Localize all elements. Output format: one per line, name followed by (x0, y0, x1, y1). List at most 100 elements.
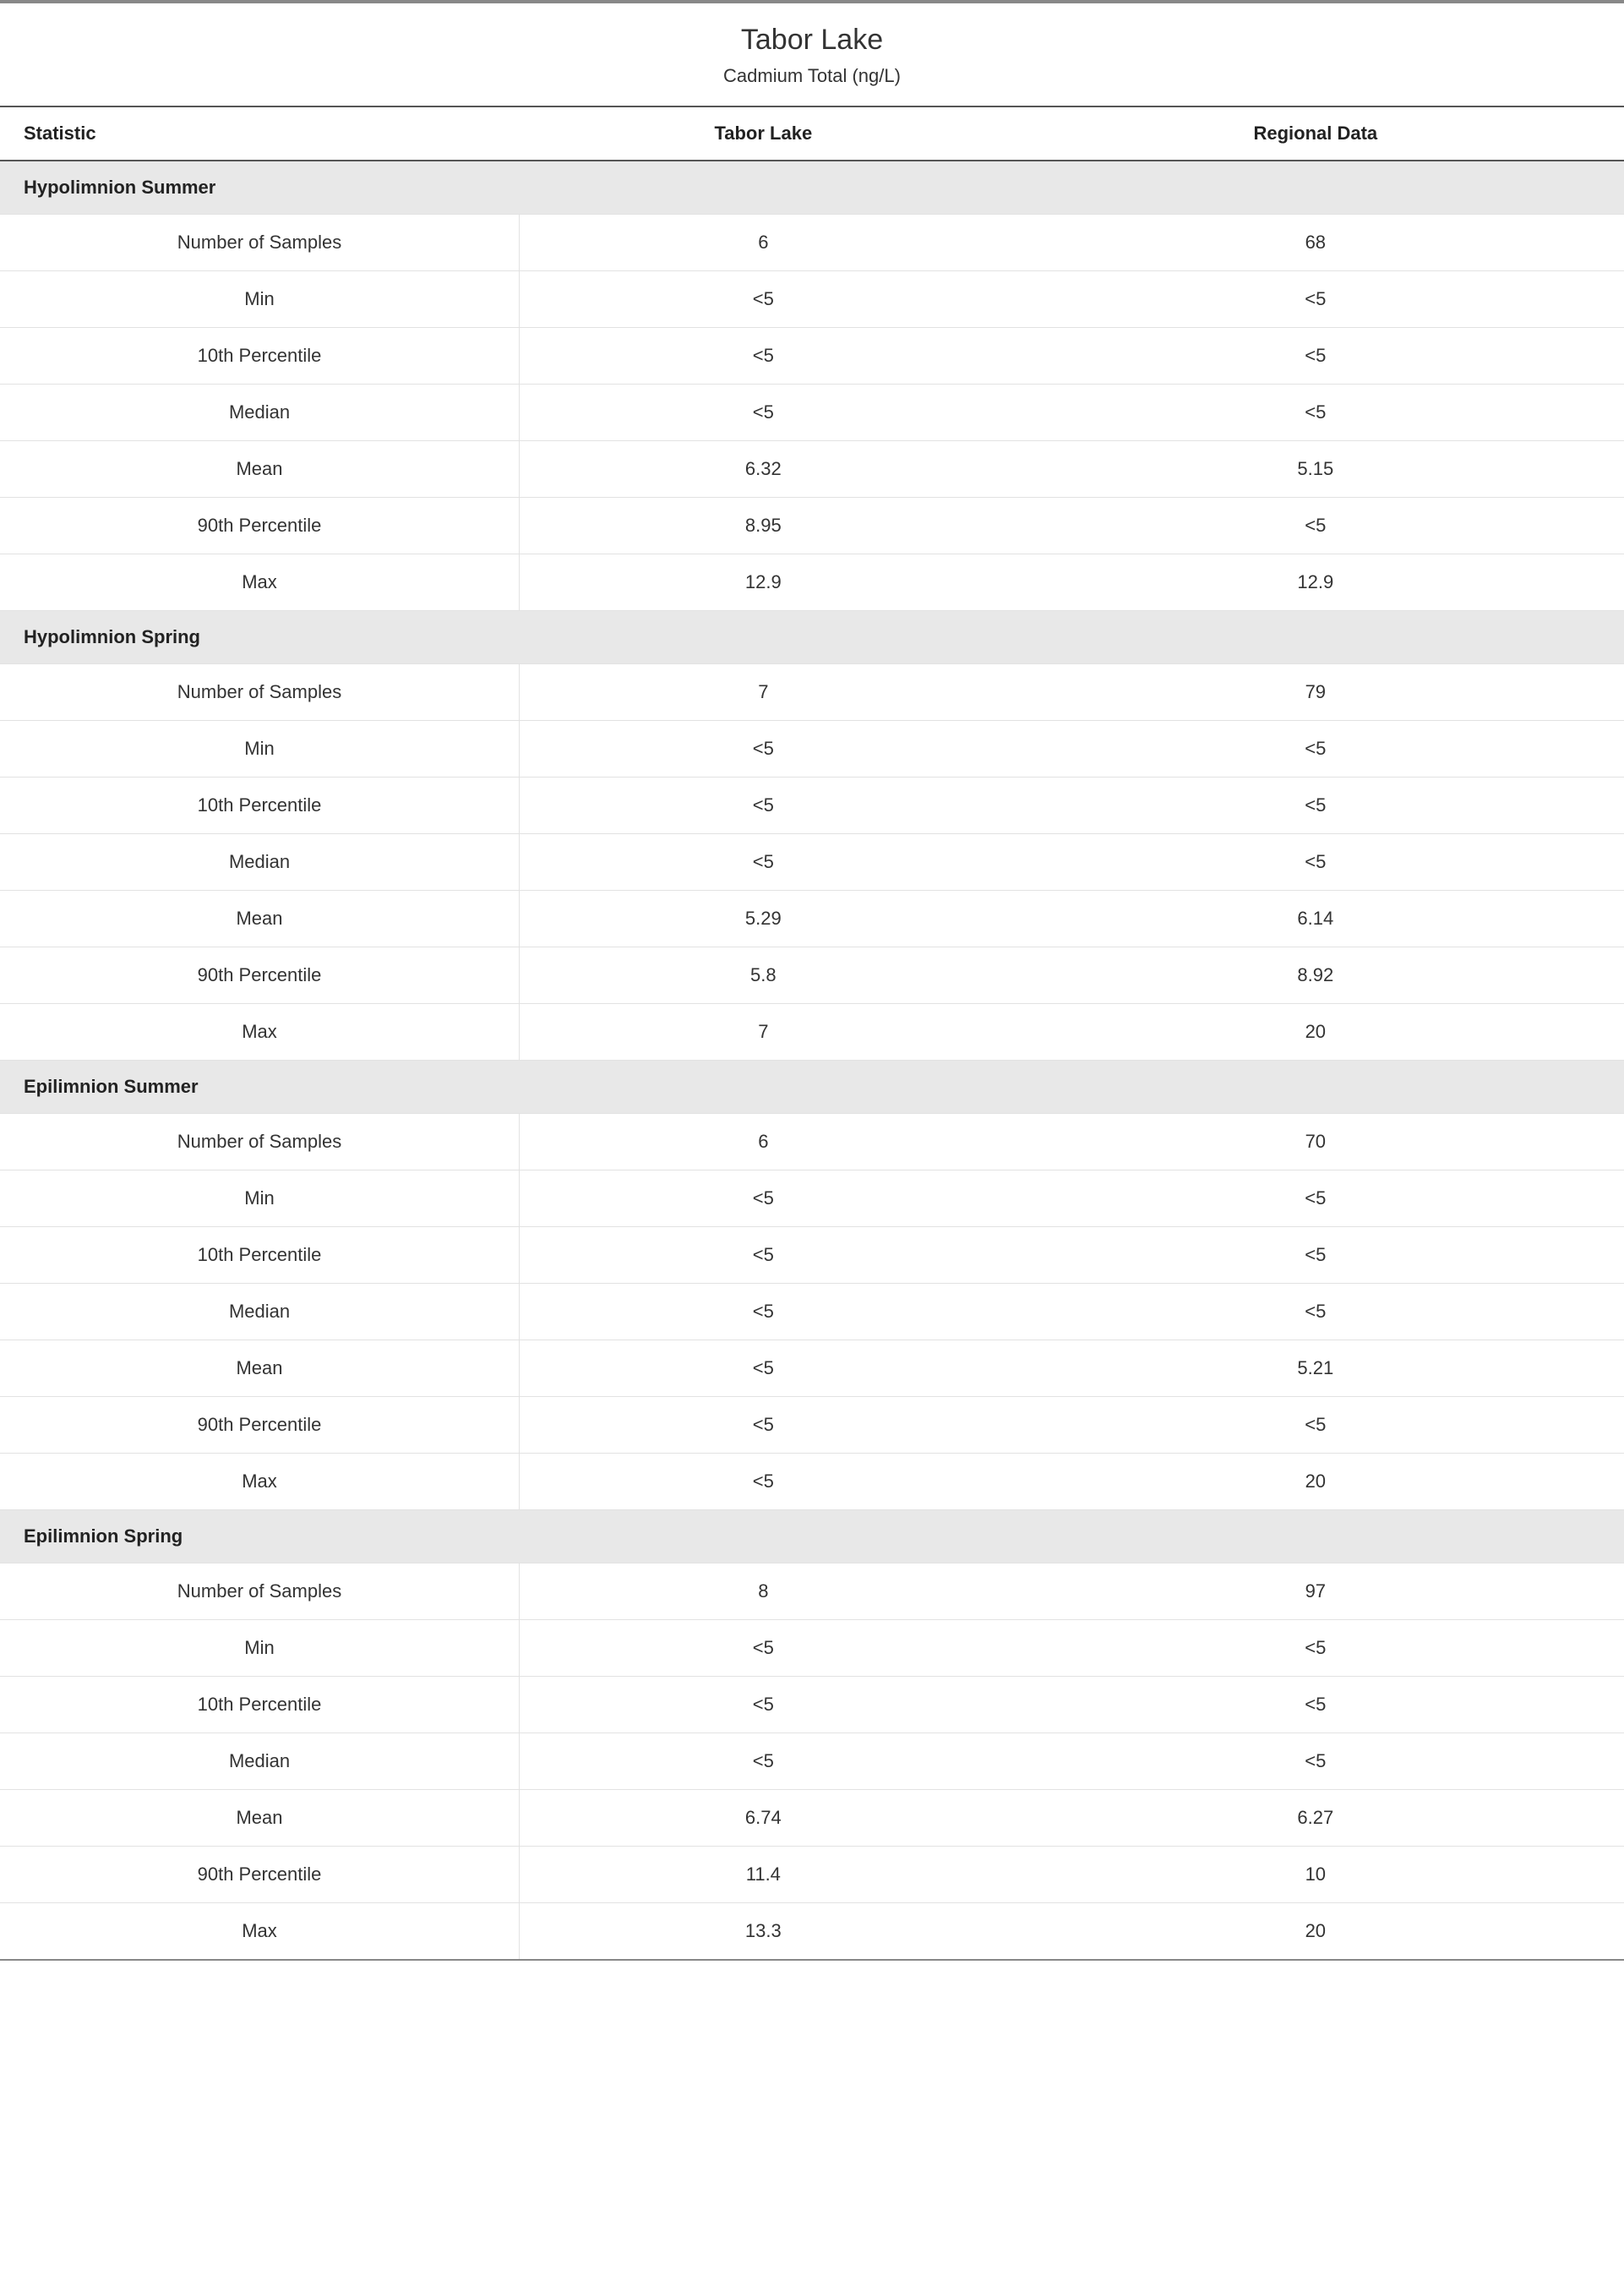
report-title: Tabor Lake (0, 24, 1624, 57)
value-site: <5 (520, 1677, 1007, 1733)
value-regional: 97 (1007, 1563, 1624, 1619)
table-row: Max<520 (0, 1454, 1624, 1510)
value-site: 8.95 (520, 498, 1007, 554)
value-regional: 70 (1007, 1114, 1624, 1170)
stat-label: Number of Samples (0, 215, 520, 270)
value-site: <5 (520, 1397, 1007, 1453)
stat-label: Min (0, 1620, 520, 1676)
stat-label: Median (0, 385, 520, 440)
table-row: Number of Samples779 (0, 664, 1624, 721)
table-row: Mean6.325.15 (0, 441, 1624, 498)
table-row: Median<5<5 (0, 385, 1624, 441)
value-site: <5 (520, 721, 1007, 777)
stat-label: Min (0, 271, 520, 327)
value-site: <5 (520, 1454, 1007, 1509)
value-regional: <5 (1007, 1170, 1624, 1226)
stat-label: Max (0, 554, 520, 610)
value-regional: 12.9 (1007, 554, 1624, 610)
stat-label: Number of Samples (0, 1563, 520, 1619)
stat-label: Max (0, 1454, 520, 1509)
value-regional: 10 (1007, 1847, 1624, 1902)
table-row: Max13.320 (0, 1903, 1624, 1961)
sections-root: Hypolimnion SummerNumber of Samples668Mi… (0, 161, 1624, 1961)
stat-label: 10th Percentile (0, 1227, 520, 1283)
value-site: <5 (520, 1340, 1007, 1396)
stat-label: Mean (0, 441, 520, 497)
value-site: <5 (520, 385, 1007, 440)
stat-label: Mean (0, 891, 520, 947)
header-statistic: Statistic (0, 107, 520, 160)
stat-label: Max (0, 1903, 520, 1959)
value-regional: <5 (1007, 1620, 1624, 1676)
table-row: 90th Percentile5.88.92 (0, 947, 1624, 1004)
value-regional: <5 (1007, 834, 1624, 890)
table-row: 90th Percentile<5<5 (0, 1397, 1624, 1454)
value-regional: <5 (1007, 1733, 1624, 1789)
value-site: 6 (520, 215, 1007, 270)
table-row: 90th Percentile11.410 (0, 1847, 1624, 1903)
table-row: Mean6.746.27 (0, 1790, 1624, 1847)
value-site: 7 (520, 1004, 1007, 1060)
value-regional: <5 (1007, 1284, 1624, 1340)
report-container: Tabor Lake Cadmium Total (ng/L) Statisti… (0, 0, 1624, 1961)
stat-label: Median (0, 1284, 520, 1340)
value-regional: 79 (1007, 664, 1624, 720)
value-regional: 5.21 (1007, 1340, 1624, 1396)
stat-label: 90th Percentile (0, 1397, 520, 1453)
value-regional: <5 (1007, 1227, 1624, 1283)
value-regional: 20 (1007, 1903, 1624, 1959)
stat-label: Median (0, 834, 520, 890)
stat-label: Min (0, 1170, 520, 1226)
value-site: 11.4 (520, 1847, 1007, 1902)
table-row: Median<5<5 (0, 1284, 1624, 1340)
stat-label: Max (0, 1004, 520, 1060)
value-regional: <5 (1007, 1677, 1624, 1733)
value-site: 8 (520, 1563, 1007, 1619)
value-regional: <5 (1007, 271, 1624, 327)
stat-label: 10th Percentile (0, 778, 520, 833)
value-site: <5 (520, 834, 1007, 890)
value-regional: 5.15 (1007, 441, 1624, 497)
stat-label: Number of Samples (0, 664, 520, 720)
value-regional: 8.92 (1007, 947, 1624, 1003)
value-regional: <5 (1007, 778, 1624, 833)
value-regional: <5 (1007, 385, 1624, 440)
table-row: Max12.912.9 (0, 554, 1624, 611)
table-row: 10th Percentile<5<5 (0, 778, 1624, 834)
header-site: Tabor Lake (520, 107, 1007, 160)
table-row: Number of Samples670 (0, 1114, 1624, 1170)
value-regional: <5 (1007, 721, 1624, 777)
table-row: Number of Samples668 (0, 215, 1624, 271)
stat-label: Number of Samples (0, 1114, 520, 1170)
table-row: Mean<55.21 (0, 1340, 1624, 1397)
value-regional: <5 (1007, 498, 1624, 554)
value-site: <5 (520, 1284, 1007, 1340)
stat-label: Median (0, 1733, 520, 1789)
value-site: 7 (520, 664, 1007, 720)
table-row: 10th Percentile<5<5 (0, 328, 1624, 385)
stat-label: Min (0, 721, 520, 777)
table-row: 90th Percentile8.95<5 (0, 498, 1624, 554)
section-header: Hypolimnion Summer (0, 161, 1624, 215)
section-header: Epilimnion Spring (0, 1510, 1624, 1563)
value-regional: 68 (1007, 215, 1624, 270)
section-header: Hypolimnion Spring (0, 611, 1624, 664)
table-row: Min<5<5 (0, 271, 1624, 328)
table-row: 10th Percentile<5<5 (0, 1227, 1624, 1284)
table-row: Min<5<5 (0, 721, 1624, 778)
stat-label: 10th Percentile (0, 1677, 520, 1733)
stat-label: Mean (0, 1340, 520, 1396)
stat-label: Mean (0, 1790, 520, 1846)
value-site: <5 (520, 1170, 1007, 1226)
value-regional: 6.27 (1007, 1790, 1624, 1846)
value-site: 13.3 (520, 1903, 1007, 1959)
report-subtitle: Cadmium Total (ng/L) (0, 65, 1624, 99)
table-row: Median<5<5 (0, 1733, 1624, 1790)
value-site: <5 (520, 271, 1007, 327)
header-regional: Regional Data (1007, 107, 1624, 160)
stat-label: 90th Percentile (0, 947, 520, 1003)
column-header-row: Statistic Tabor Lake Regional Data (0, 106, 1624, 161)
value-site: <5 (520, 1227, 1007, 1283)
stat-label: 10th Percentile (0, 328, 520, 384)
value-site: <5 (520, 1620, 1007, 1676)
